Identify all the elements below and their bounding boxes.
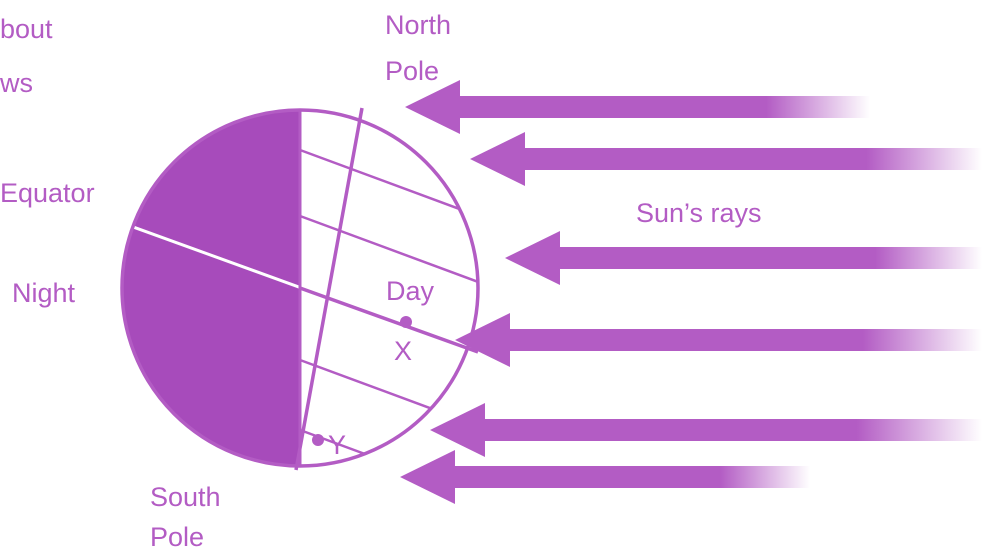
ray (400, 450, 810, 504)
label: Day (386, 276, 435, 306)
label: Sun’s rays (636, 198, 762, 228)
ray (455, 313, 982, 367)
point-x-dot (400, 316, 412, 328)
label: Pole (385, 56, 439, 86)
label: ws (0, 68, 33, 98)
point-y-dot (312, 434, 324, 446)
ray (430, 403, 982, 457)
label: Pole (150, 522, 204, 549)
globe (122, 90, 500, 504)
ray (505, 231, 982, 285)
label: North (385, 10, 451, 40)
label: Y (328, 430, 346, 460)
label: South (150, 482, 221, 512)
night-side (122, 110, 300, 466)
ray (405, 80, 870, 134)
label: X (394, 336, 412, 366)
label: bout (0, 14, 53, 44)
sun-rays (400, 80, 982, 504)
ray (470, 132, 982, 186)
diagram: bout ws North Pole Equator Night Day X Y… (0, 0, 982, 549)
label: Equator (0, 178, 95, 208)
label: Night (12, 278, 76, 308)
